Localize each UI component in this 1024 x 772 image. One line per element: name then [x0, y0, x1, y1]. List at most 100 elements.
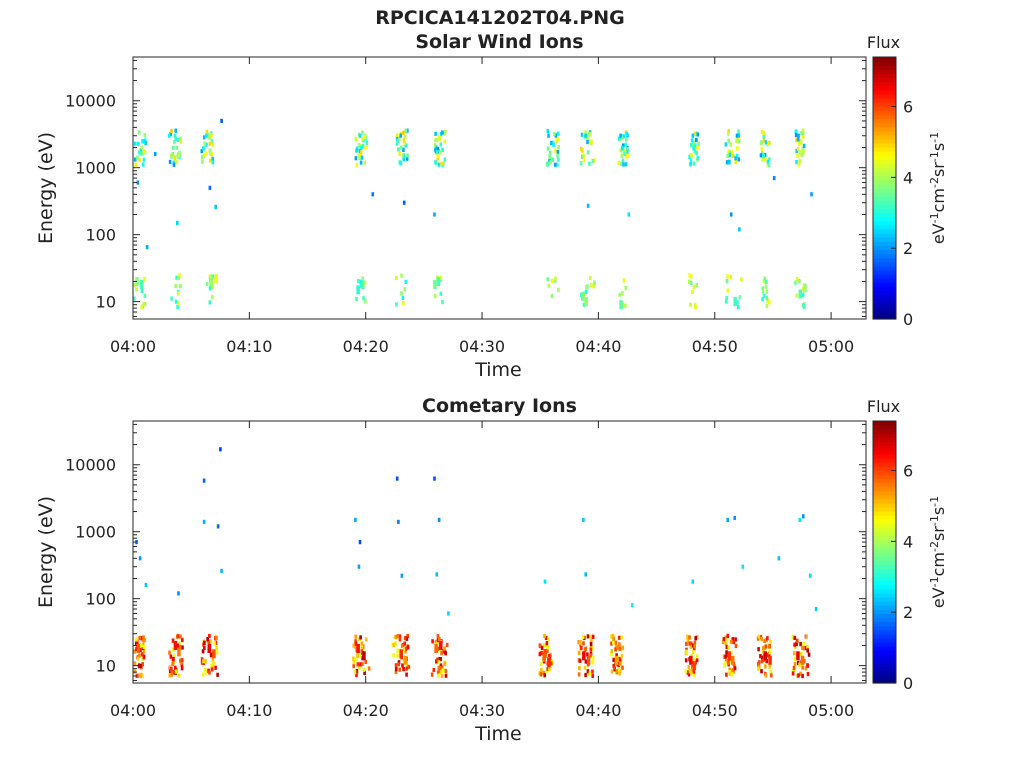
heatmap-cell [135, 277, 139, 286]
heatmap-cell [176, 220, 179, 225]
x-axis: 04:00 04:10 04:20 04:30 04:40 04:50 05:00 [110, 57, 854, 356]
colorbar-step [873, 580, 896, 586]
heatmap-cell [437, 149, 441, 154]
heatmap-cell [806, 663, 809, 668]
heatmap-cell [175, 145, 178, 150]
heatmap-cell [685, 651, 688, 656]
heatmap-cell [439, 657, 442, 662]
heatmap-cell [765, 303, 769, 309]
colorbar-tick-label: 0 [903, 674, 913, 693]
heatmap-cell [139, 663, 142, 668]
heatmap-cell [363, 280, 367, 285]
heatmap-cell [352, 660, 356, 665]
heatmap-cell [620, 635, 623, 640]
heatmap-cell [800, 130, 803, 135]
heatmap-cell [214, 665, 217, 670]
heatmap-cell [439, 641, 443, 650]
heatmap-cell [737, 133, 741, 138]
colorbar-step [873, 233, 896, 238]
heatmap-cell [689, 280, 693, 285]
colorbar-step [873, 314, 896, 320]
heatmap-cell [766, 298, 770, 303]
heatmap-cell [139, 151, 143, 156]
heatmap-cell [201, 649, 205, 654]
heatmap-cell [441, 147, 444, 152]
heatmap-cell [619, 300, 623, 310]
heatmap-cell [727, 131, 730, 136]
heatmap-cell [737, 129, 740, 134]
heatmap-cell [765, 289, 769, 294]
heatmap-cell [757, 661, 760, 666]
heatmap-cell [593, 158, 596, 163]
heatmap-cell [143, 133, 147, 138]
heatmap-cell [612, 636, 615, 641]
colorbar-step [873, 85, 896, 91]
heatmap-cell [734, 160, 737, 165]
heatmap-cell [804, 666, 808, 671]
heatmap-cell [200, 149, 204, 154]
heatmap-cell [398, 637, 402, 642]
heatmap-cell [759, 654, 762, 659]
heatmap-cell [405, 156, 409, 161]
heatmap-cell [584, 646, 588, 651]
heatmap-cell [174, 136, 177, 141]
colorbar-step [873, 609, 896, 614]
heatmap-cell [170, 670, 174, 676]
heatmap-cell [436, 156, 439, 161]
heatmap-cell [618, 136, 621, 141]
heatmap-cell [591, 655, 595, 660]
colorbar-step [873, 93, 896, 99]
heatmap-cell [761, 150, 764, 156]
heatmap-cell [557, 137, 560, 142]
heatmap-cell [726, 153, 729, 158]
y-tick-label: 100 [85, 590, 116, 609]
heatmap-cell [174, 669, 178, 674]
heatmap-cell [392, 642, 396, 648]
heatmap-cell [405, 672, 408, 677]
heatmap-cell [139, 148, 143, 153]
heatmap-cell [546, 666, 549, 671]
heatmap-cell [586, 203, 590, 208]
heatmap-cell [624, 137, 628, 142]
heatmap-cell [802, 646, 805, 651]
heatmap-cell [538, 643, 542, 649]
panel-title: Cometary Ions [422, 395, 577, 417]
heatmap-cell [725, 278, 729, 283]
colorbar-step [873, 535, 896, 541]
heatmap-cell [762, 138, 766, 143]
heatmap-cell [694, 636, 697, 641]
heatmap-cell [364, 145, 367, 150]
heatmap-cell [792, 665, 796, 670]
heatmap-cell [794, 280, 797, 285]
heatmap-cell [363, 670, 366, 675]
heatmap-cell [169, 654, 173, 659]
heatmap-cell [736, 300, 739, 305]
colorbar-step [873, 114, 896, 119]
heatmap-cell [554, 133, 558, 138]
colorbar-step [873, 658, 896, 664]
heatmap-cell [137, 656, 140, 661]
colorbar-step [873, 662, 896, 668]
heatmap-cell [793, 635, 797, 640]
heatmap-cell [400, 643, 404, 648]
colorbar-step [873, 506, 896, 512]
heatmap-cell [582, 153, 585, 158]
heatmap-cell [727, 138, 730, 143]
heatmap-cell [364, 659, 367, 664]
heatmap-cell [584, 130, 587, 135]
heatmap-cell [202, 135, 206, 140]
colorbar-step [873, 282, 896, 287]
heatmap-cell [618, 292, 621, 297]
colorbar-step [873, 77, 896, 83]
heatmap-cell [760, 146, 764, 151]
heatmap-cell [401, 295, 405, 300]
heatmap-cell [620, 145, 624, 150]
heatmap-cell [800, 152, 804, 157]
heatmap-cell [395, 275, 398, 280]
heatmap-cell [139, 648, 142, 653]
heatmap-cell [620, 161, 623, 166]
heatmap-cell [772, 176, 776, 181]
heatmap-cell [689, 655, 693, 665]
x-tick-label: 05:00 [808, 337, 854, 356]
heatmap-cell [396, 654, 399, 659]
